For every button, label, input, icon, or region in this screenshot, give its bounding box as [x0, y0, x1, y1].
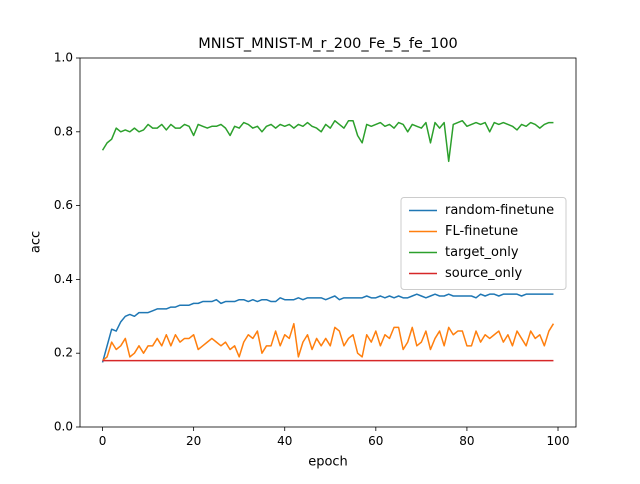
y-tick-label: 0.0 — [54, 420, 73, 434]
y-axis-label: acc — [29, 231, 44, 253]
x-tick-label: 100 — [547, 434, 570, 448]
legend-box — [400, 197, 567, 290]
chart-title: MNIST_MNIST-M_r_200_Fe_5_fe_100 — [198, 36, 458, 52]
series-line — [101, 293, 554, 363]
y-tick-label: 0.8 — [54, 124, 73, 138]
x-tick-label: 80 — [459, 434, 474, 448]
series-line — [101, 119, 554, 163]
y-tick-label: 0.2 — [54, 346, 73, 360]
y-tick-label: 1.0 — [54, 51, 73, 65]
legend-label: FL-finetune — [445, 224, 518, 239]
x-tick-label: 60 — [368, 434, 383, 448]
x-tick-label: 40 — [277, 434, 292, 448]
legend-label: target_only — [445, 245, 519, 260]
plot-frame — [79, 57, 577, 428]
y-tick-label: 0.4 — [54, 272, 73, 286]
x-axis-label: epoch — [308, 455, 348, 470]
x-tick-label: 20 — [186, 434, 201, 448]
x-tick-label: 0 — [99, 434, 107, 448]
legend-label: source_only — [445, 266, 522, 281]
series-line — [102, 322, 555, 362]
legend-label: random-finetune — [445, 203, 554, 218]
y-tick-label: 0.6 — [54, 198, 73, 212]
